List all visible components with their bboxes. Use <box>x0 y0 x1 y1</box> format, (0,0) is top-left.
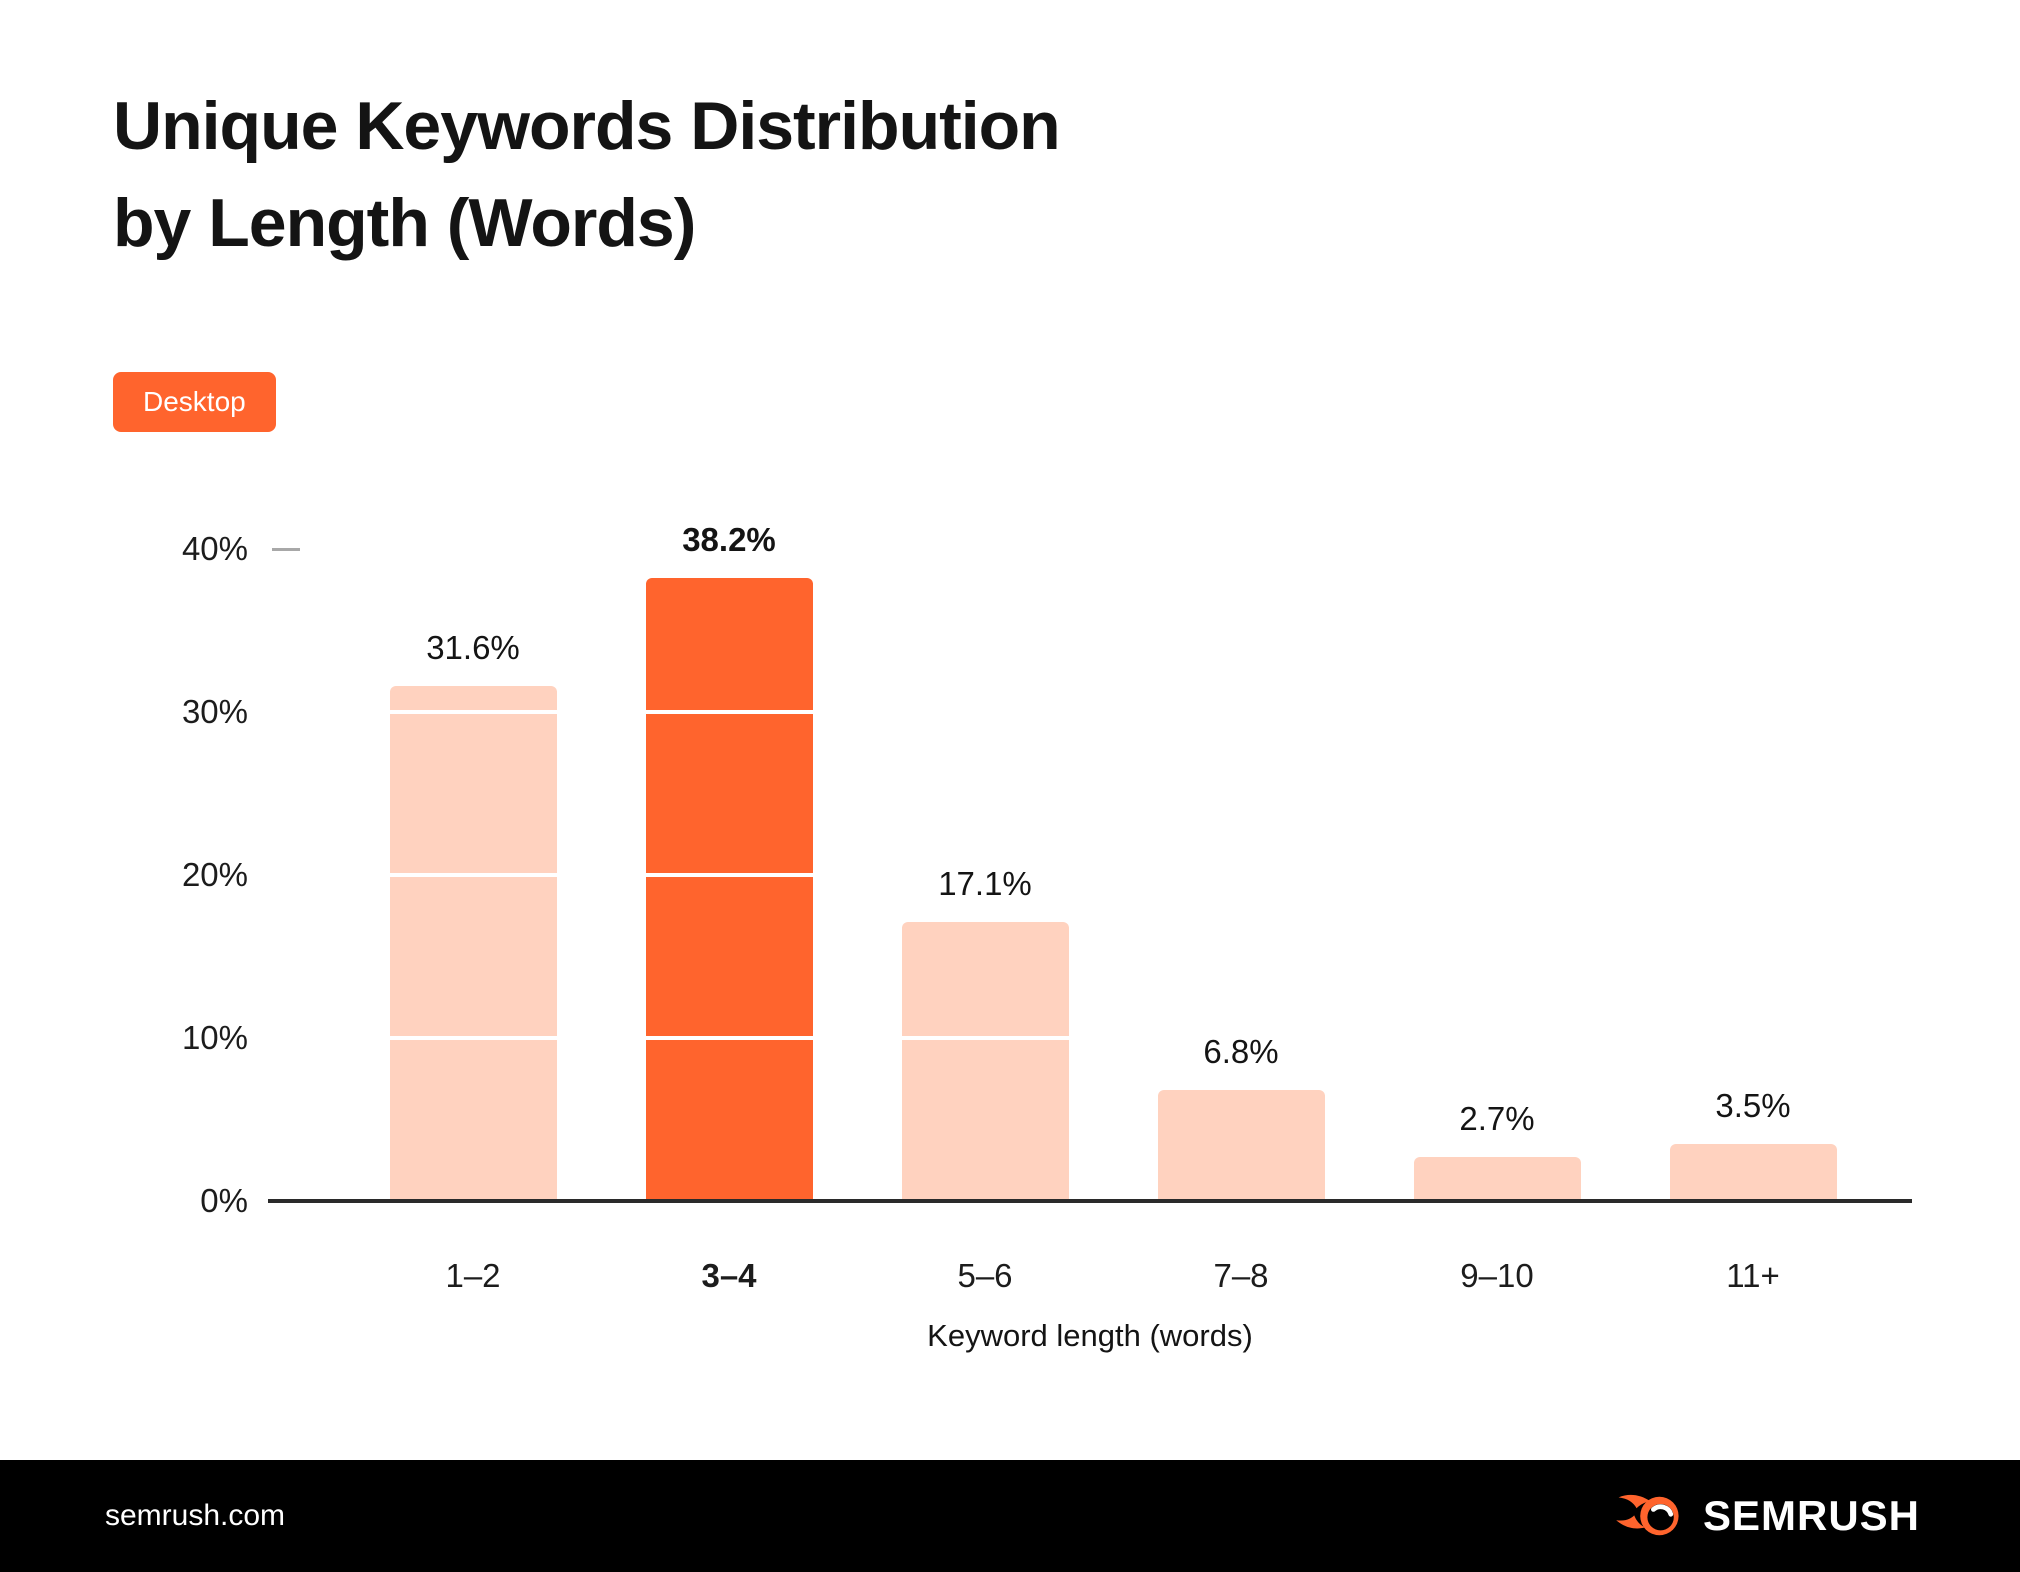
bar <box>389 685 557 1201</box>
footer-bar: semrush.com SEMRUSH <box>0 1460 2020 1572</box>
y-tick-label: 0% <box>200 1182 248 1219</box>
x-tick-label: 9–10 <box>1460 1257 1534 1294</box>
bar <box>1157 1090 1325 1201</box>
bar <box>1669 1143 1837 1201</box>
x-tick-label: 11+ <box>1726 1257 1780 1294</box>
y-tick-label: 30% <box>181 693 248 730</box>
gridline <box>270 1036 1910 1040</box>
bar-value-label: 2.7% <box>1459 1099 1535 1137</box>
bar <box>1413 1156 1581 1201</box>
page-title: Unique Keywords Distribution by Length (… <box>113 78 1061 271</box>
gridline <box>270 710 1910 714</box>
semrush-wordmark: SEMRUSH <box>1702 1492 1920 1539</box>
bar-value-label: 17.1% <box>938 865 1032 903</box>
y-tick-label: 20% <box>181 856 248 893</box>
x-tick-label: 7–8 <box>1213 1257 1269 1294</box>
semrush-flame-icon <box>1616 1494 1679 1536</box>
page-title-line1: Unique Keywords Distribution <box>113 88 1061 164</box>
x-tick-label: 3–4 <box>701 1257 757 1294</box>
y-tick-mark <box>272 548 300 551</box>
bar-chart: Keyword length (words) 0% 10% 20% 30% 40% 31.… <box>181 521 1912 1353</box>
bar <box>901 922 1069 1201</box>
bar-value-label: 31.6% <box>426 628 520 666</box>
bar <box>645 578 813 1201</box>
bar-value-label: 3.5% <box>1715 1086 1791 1124</box>
device-badge: Desktop <box>113 372 276 432</box>
x-axis-title: Keyword length (words) <box>927 1318 1253 1353</box>
bar-value-label: 38.2% <box>682 521 776 559</box>
y-tick-label: 10% <box>181 1019 248 1056</box>
x-axis-line <box>268 1199 1912 1203</box>
footer-site-url: semrush.com <box>105 1499 286 1532</box>
y-tick-label: 40% <box>181 530 248 567</box>
x-tick-label: 1–2 <box>445 1257 501 1294</box>
page-title-line2: by Length (Words) <box>113 184 696 261</box>
bar-value-label: 6.8% <box>1203 1033 1279 1071</box>
gridline <box>270 873 1910 877</box>
semrush-logo: SEMRUSH <box>1615 1490 1920 1542</box>
x-tick-label: 5–6 <box>957 1257 1013 1294</box>
